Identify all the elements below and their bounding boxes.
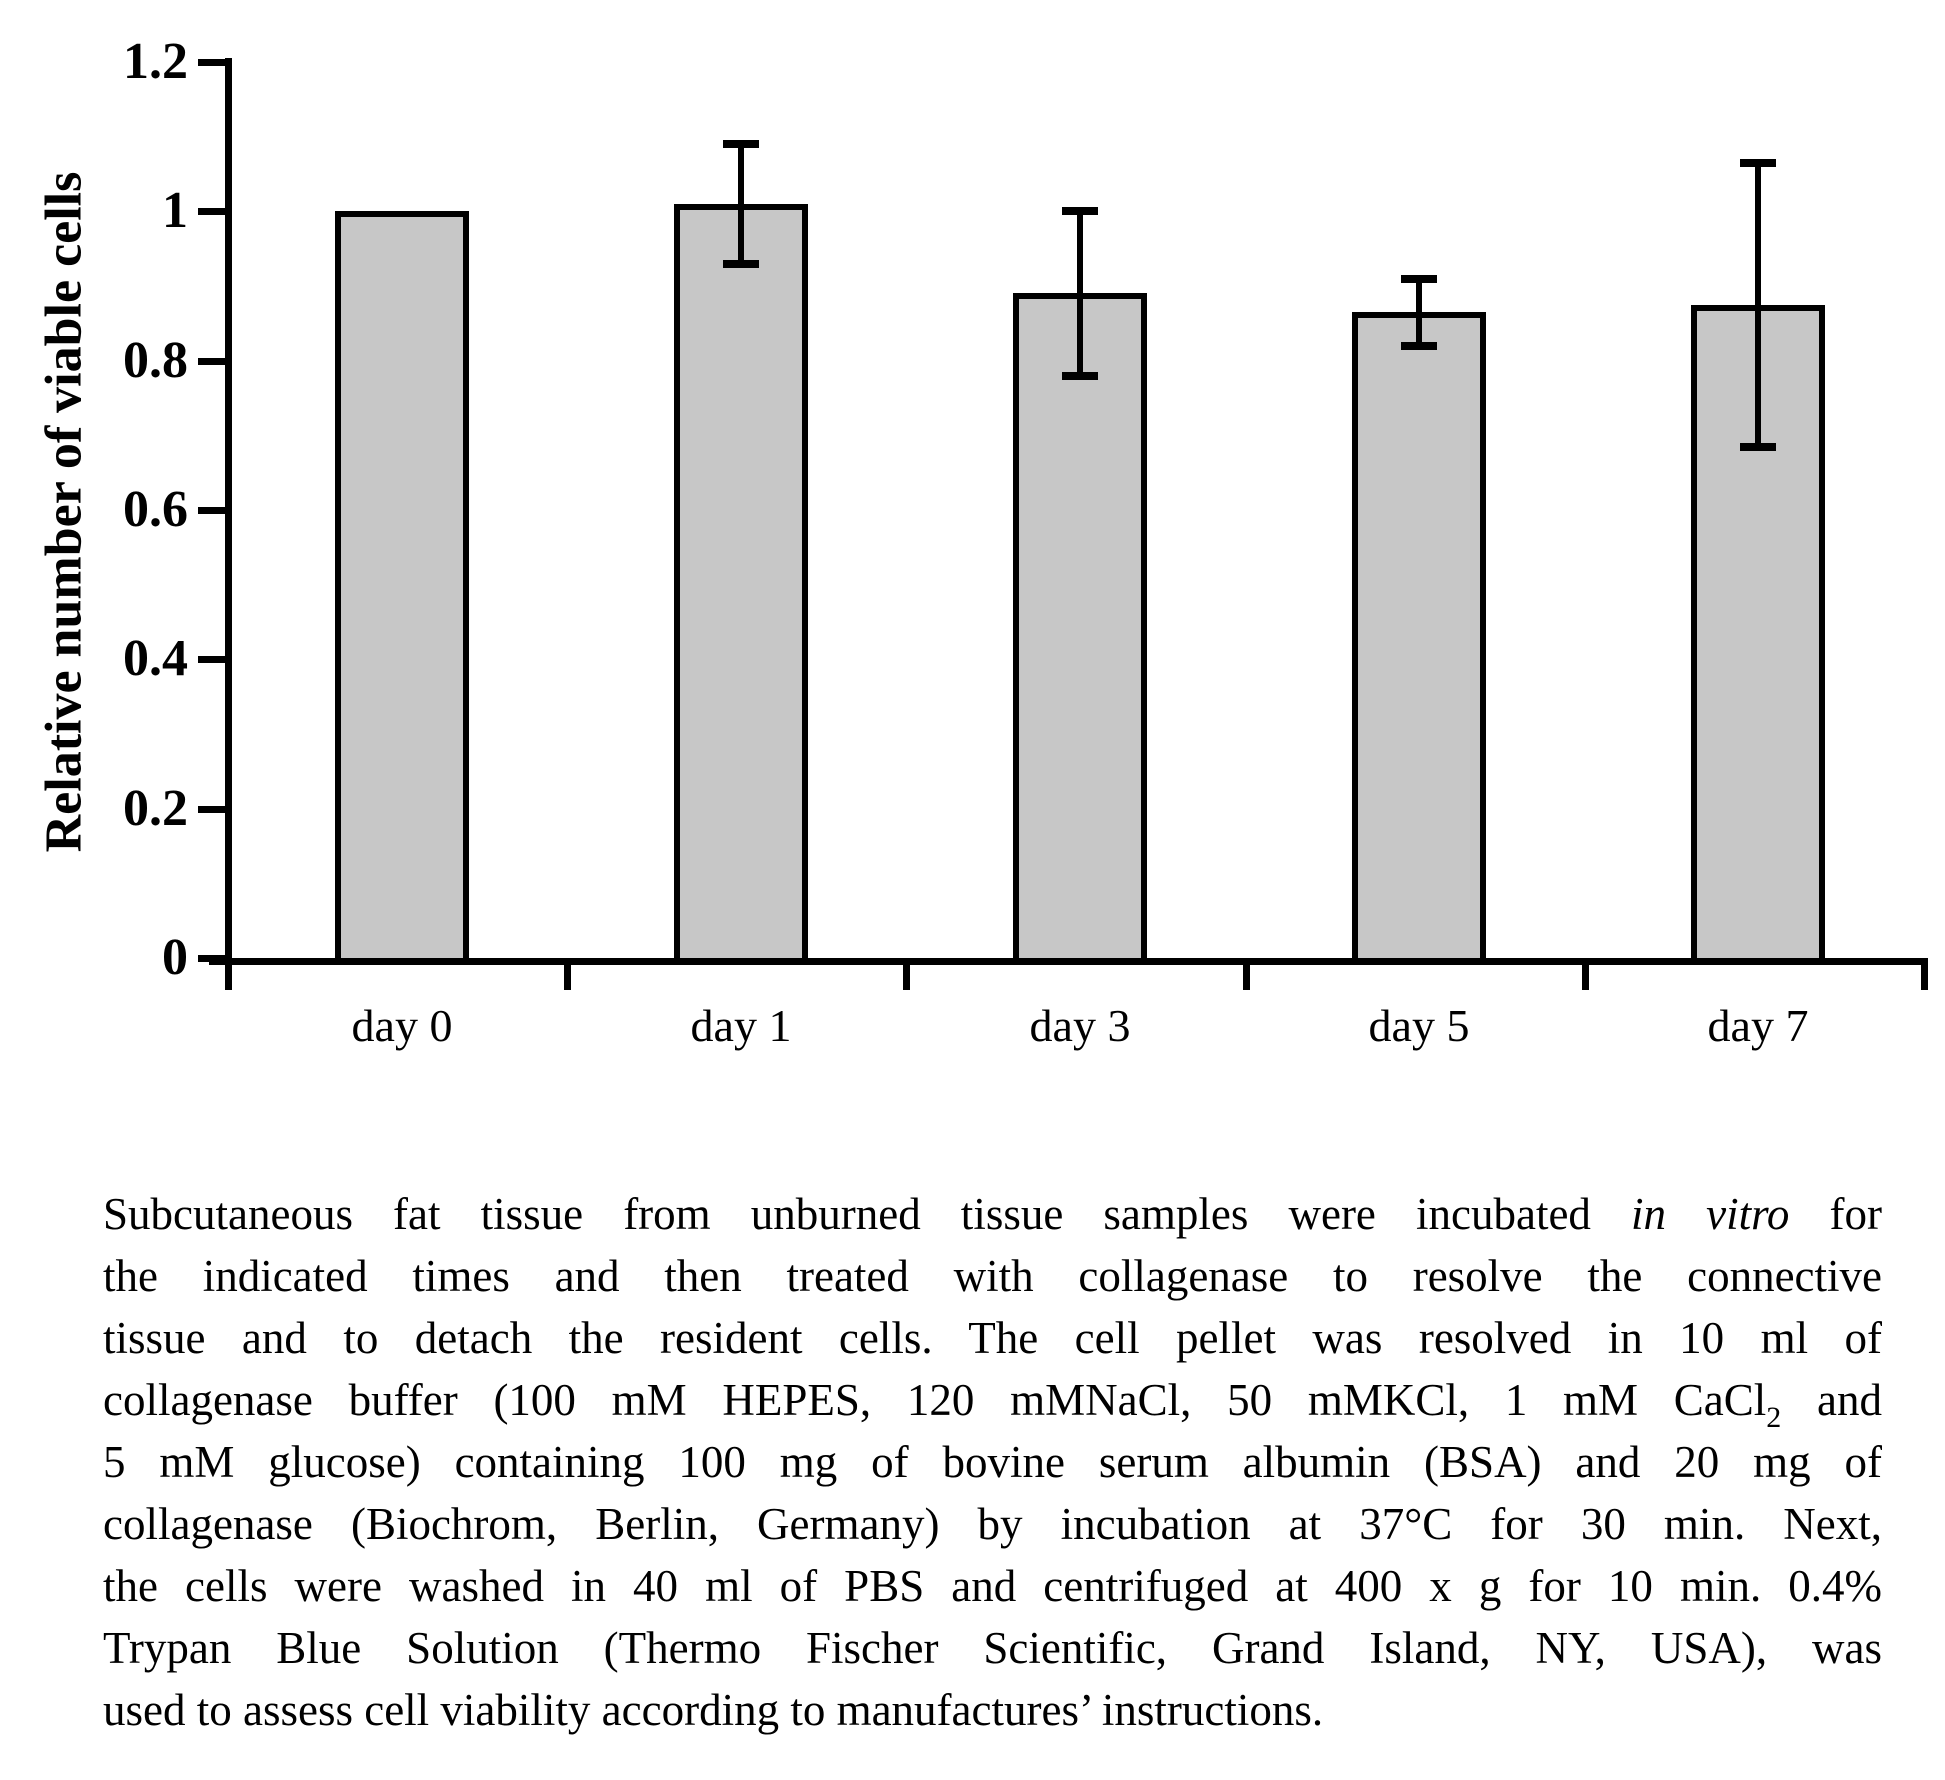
y-tick bbox=[198, 358, 225, 365]
error-bar-cap-bottom bbox=[1401, 342, 1437, 350]
error-bar-cap-top bbox=[1062, 207, 1098, 215]
x-category-label: day 0 bbox=[351, 1000, 453, 1051]
error-bar-cap-bottom bbox=[1062, 372, 1098, 380]
y-tick bbox=[198, 656, 225, 663]
x-tick bbox=[225, 965, 232, 990]
error-bar-line bbox=[1755, 163, 1761, 447]
caption-line: used to assess cell viability according … bbox=[103, 1685, 1324, 1735]
bar-day-3 bbox=[1013, 293, 1147, 964]
y-tick-label: 0.8 bbox=[123, 332, 188, 389]
caption-line: the cells were washed in 40 ml of PBS an… bbox=[103, 1561, 1882, 1611]
bar-chart: Relative number of viable cells 0 0.2 0.4 0… bbox=[36, 33, 1928, 1051]
bar-day-1 bbox=[674, 204, 808, 964]
y-axis-line bbox=[225, 58, 232, 962]
x-tick bbox=[1243, 965, 1250, 990]
caption-line: Trypan Blue Solution (Thermo Fischer Sci… bbox=[103, 1623, 1882, 1673]
y-tick-label: 0 bbox=[162, 929, 188, 986]
y-tick bbox=[198, 955, 225, 962]
x-tick bbox=[903, 965, 910, 990]
x-category-label: day 1 bbox=[690, 1000, 792, 1051]
x-category-label: day 3 bbox=[1029, 1000, 1131, 1051]
error-bar-cap-top bbox=[1401, 275, 1437, 283]
caption-line: Subcutaneous fat tissue from unburned ti… bbox=[103, 1189, 1882, 1239]
y-tick-label: 0.4 bbox=[123, 630, 188, 687]
y-tick bbox=[198, 208, 225, 215]
error-bar-cap-bottom bbox=[1740, 443, 1776, 451]
y-tick bbox=[198, 806, 225, 813]
error-bar-cap-top bbox=[1740, 159, 1776, 167]
y-tick-label: 0.6 bbox=[123, 481, 188, 538]
error-bar-line bbox=[1416, 279, 1422, 346]
y-tick-label: 1 bbox=[162, 182, 188, 239]
error-bar-line bbox=[738, 144, 744, 263]
y-tick bbox=[198, 59, 225, 66]
y-tick-label: 1.2 bbox=[123, 33, 188, 90]
caption-line: 5 mM glucose) containing 100 mg of bovin… bbox=[103, 1437, 1882, 1487]
x-tick bbox=[1921, 965, 1928, 990]
bar-day-5 bbox=[1352, 312, 1486, 964]
x-category-label: day 7 bbox=[1707, 1000, 1809, 1051]
figure-caption: Subcutaneous fat tissue from unburned ti… bbox=[103, 1183, 1882, 1741]
bar-day-0 bbox=[335, 211, 469, 964]
bar-day-7 bbox=[1691, 305, 1825, 964]
caption-line: collagenase (Biochrom, Berlin, Germany) … bbox=[103, 1499, 1882, 1549]
caption-line: collagenase buffer (100 mM HEPES, 120 mM… bbox=[103, 1375, 1882, 1434]
y-tick bbox=[198, 507, 225, 514]
caption-line: tissue and to detach the resident cells.… bbox=[103, 1313, 1882, 1363]
error-bar-cap-top bbox=[723, 140, 759, 148]
error-bar-line bbox=[1077, 211, 1083, 375]
y-tick-label: 0.2 bbox=[123, 780, 188, 837]
x-category-label: day 5 bbox=[1368, 1000, 1470, 1051]
x-tick bbox=[564, 965, 571, 990]
error-bar-cap-bottom bbox=[723, 260, 759, 268]
caption-line: the indicated times and then treated wit… bbox=[103, 1251, 1882, 1301]
x-tick bbox=[1582, 965, 1589, 990]
